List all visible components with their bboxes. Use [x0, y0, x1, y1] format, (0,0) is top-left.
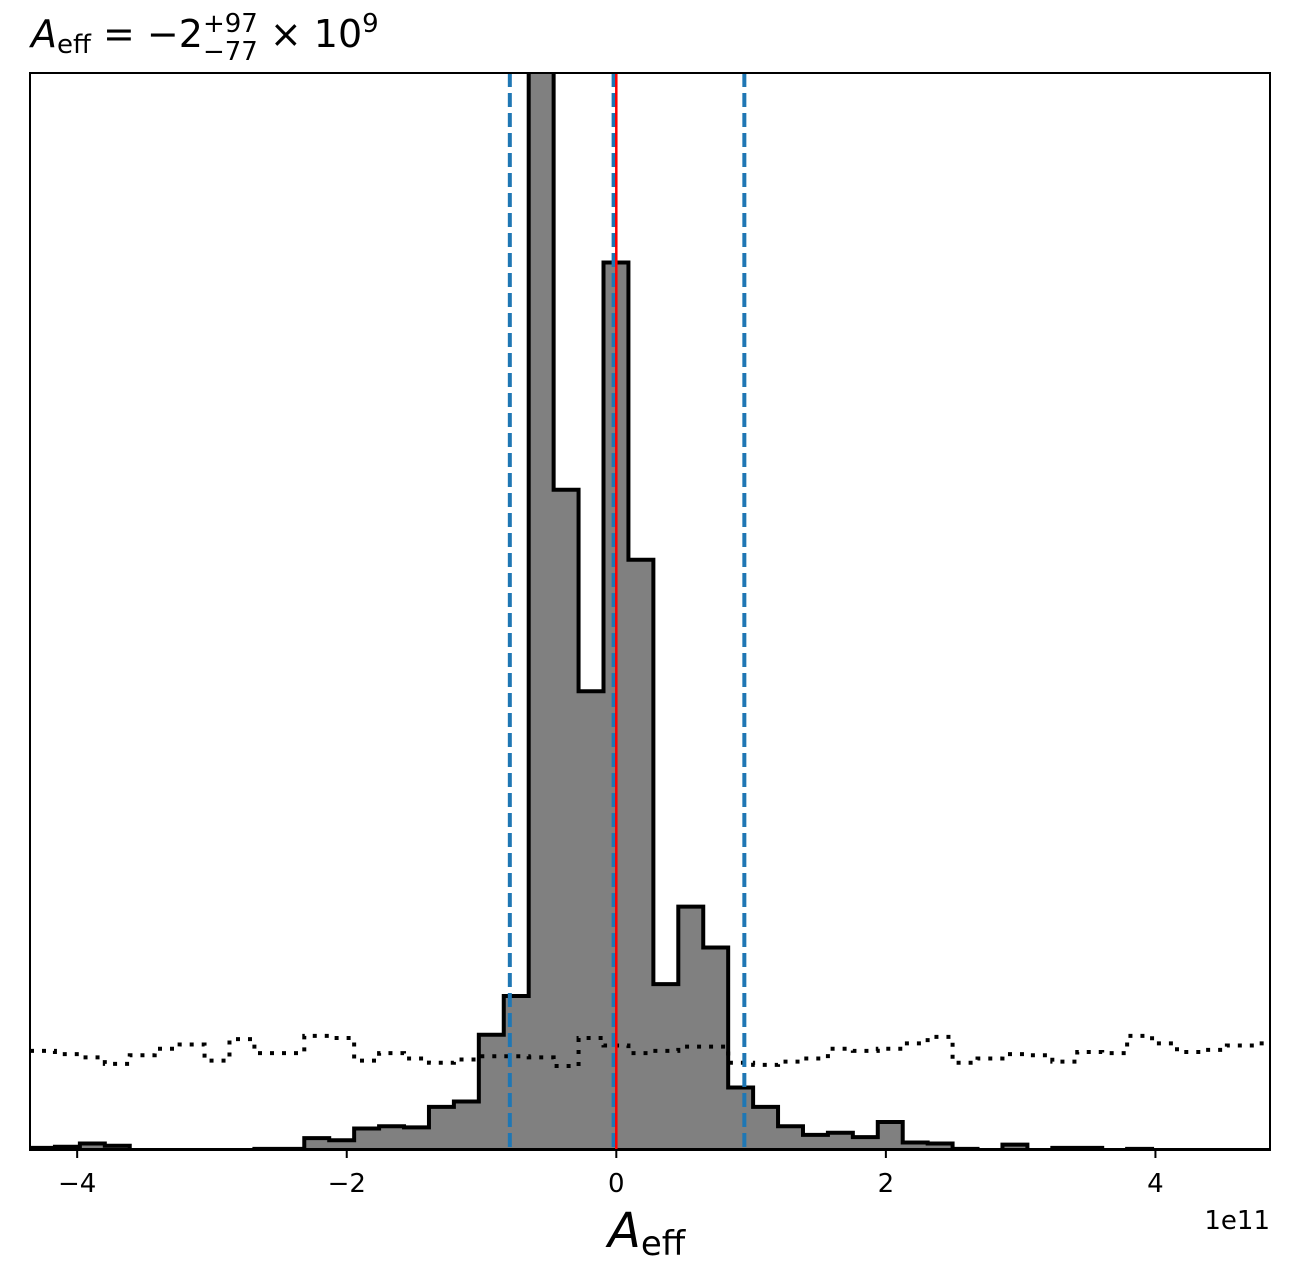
histogram-bar [304, 1138, 330, 1150]
svg-text:Aeff: Aeff [605, 1203, 687, 1264]
title-times: × 10 [258, 12, 362, 56]
axes-frame [29, 72, 1271, 1151]
x-axis-label: Aeff [605, 1203, 687, 1264]
x-tick-label: −2 [328, 1169, 366, 1199]
histogram-bar [703, 947, 729, 1150]
title-equals: = −2 [91, 12, 203, 56]
histogram-outline [30, 73, 1270, 1150]
histogram-bar [354, 1128, 380, 1150]
histogram-bar [753, 1106, 779, 1150]
histogram-bar [778, 1126, 804, 1150]
x-tick-label: 2 [878, 1169, 895, 1199]
histogram-bar [802, 1134, 829, 1150]
plot-content [30, 73, 1270, 1150]
histogram-bar [79, 1143, 106, 1150]
histogram-bar [104, 1145, 131, 1150]
xlabel-symbol: A [605, 1203, 641, 1259]
histogram-bar [478, 1034, 505, 1150]
histogram-bar [653, 984, 679, 1150]
title-sup: +97 [203, 9, 258, 39]
histogram-bar [453, 1101, 480, 1150]
x-tick-label: 0 [608, 1169, 625, 1199]
histogram-bar [678, 906, 704, 1150]
title-subscript: eff [57, 30, 92, 60]
histogram-bar [404, 1127, 430, 1150]
prior-dotted-line [30, 1033, 1270, 1068]
plot-area [30, 73, 1270, 1150]
title-symbol: A [28, 12, 57, 56]
histogram-bar [927, 1143, 954, 1150]
histogram-bar [528, 73, 555, 1150]
histogram-bar [827, 1132, 854, 1150]
x-tick-label: 4 [1147, 1169, 1164, 1199]
histogram-bar [628, 559, 654, 1150]
histogram-bar [379, 1126, 405, 1150]
histogram-bar [503, 995, 530, 1150]
x-tick-label: −4 [58, 1169, 96, 1199]
xlabel-subscript: eff [641, 1224, 687, 1264]
title-exponent: 9 [362, 9, 379, 39]
histogram-bar [428, 1106, 455, 1150]
histogram-bar [877, 1121, 904, 1150]
histogram-bars [30, 73, 1153, 1150]
histogram-bar [1002, 1144, 1028, 1150]
histogram-bar [728, 1087, 754, 1150]
histogram-bar [329, 1140, 355, 1150]
chart-title: Aeff = −2+97 −77 × 109 [28, 9, 379, 67]
histogram-bar [902, 1142, 929, 1150]
x-offset-text: 1e11 [1204, 1206, 1270, 1236]
histogram-bar [578, 691, 604, 1150]
histogram-bar [553, 489, 580, 1150]
x-axis: −4 −2 0 2 4 [58, 1150, 1164, 1199]
title-sub: −77 [203, 37, 258, 67]
histogram-bar [852, 1137, 879, 1150]
svg-text:Aeff = −2+97−77 × 109: Aeff = −2+97 −77 × 109 [28, 9, 379, 67]
